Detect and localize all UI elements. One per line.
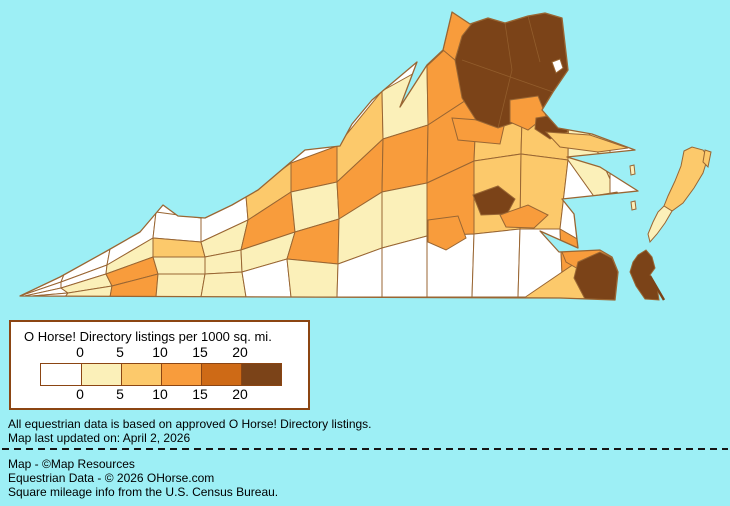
legend-tick-label: 5 (116, 344, 124, 360)
legend-tick-label: 10 (152, 344, 168, 360)
county-new-kent (499, 204, 549, 229)
legend-swatch (161, 364, 201, 385)
virginia-landmass (20, 12, 638, 300)
eastern-shore-accomack (663, 146, 709, 212)
legend-tick-label: 15 (192, 344, 208, 360)
equestrian-data-credit: Equestrian Data - © 2026 OHorse.com (8, 471, 215, 485)
legend-tick-label: 20 (232, 344, 248, 360)
county-cell (152, 256, 206, 275)
legend-swatch (81, 364, 121, 385)
legend-swatch (201, 364, 241, 385)
legend-title: O Horse! Directory listings per 1000 sq.… (24, 329, 272, 344)
square-mileage-credit: Square mileage info from the U.S. Census… (8, 485, 279, 499)
county-arlington-notch (551, 58, 564, 74)
legend-ticks-top: 0 5 10 15 20 (11, 344, 308, 360)
legend: O Horse! Directory listings per 1000 sq.… (9, 320, 310, 410)
eastern-shore-northampton (647, 205, 673, 244)
county-cell (155, 273, 206, 298)
last-updated-note: Map last updated on: April 2, 2026 (8, 431, 191, 445)
legend-tick-label: 0 (76, 344, 84, 360)
norfolk-landmass (629, 249, 660, 301)
legend-ticks-bottom: 0 5 10 15 20 (11, 386, 308, 402)
bay-island (629, 164, 636, 176)
county-richmond-area (472, 185, 516, 216)
county-cell (286, 258, 339, 298)
legend-tick-label: 20 (232, 386, 248, 402)
legend-tick-label: 10 (152, 386, 168, 402)
county-cell (200, 271, 247, 298)
county-cell (152, 211, 202, 243)
county-cell (471, 228, 521, 298)
county-northern-neck-strip (544, 131, 629, 153)
bay-island-tangier (630, 200, 637, 211)
county-amelia (427, 215, 467, 251)
legend-swatch (241, 364, 281, 385)
legend-swatch (41, 364, 81, 385)
bay-bridge-spit (648, 275, 666, 301)
dashed-divider (2, 448, 728, 450)
legend-tick-label: 0 (76, 386, 84, 402)
assateague-sliver (702, 149, 712, 169)
legend-tick-label: 5 (116, 386, 124, 402)
data-source-note: All equestrian data is based on approved… (8, 417, 372, 431)
county-gloucester (588, 191, 629, 225)
map-credit: Map - ©Map Resources (8, 457, 135, 471)
legend-color-bar (40, 363, 282, 386)
legend-swatch (121, 364, 161, 385)
legend-tick-label: 15 (192, 386, 208, 402)
